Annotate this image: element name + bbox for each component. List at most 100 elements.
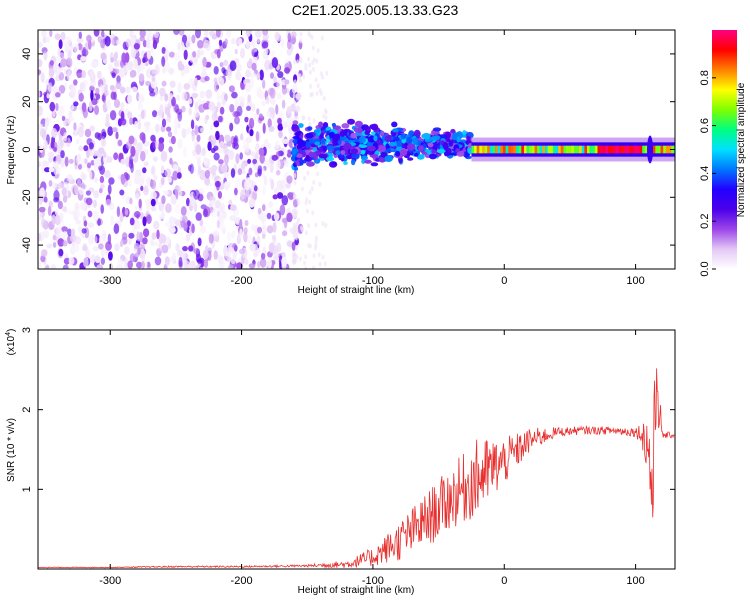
heatmap-cell: [154, 256, 162, 266]
heatmap-cell: [176, 172, 182, 179]
heatmap-cell: [375, 150, 380, 155]
heatmap-cell: [227, 264, 234, 269]
heatmap-cell: [109, 262, 113, 269]
heatmap-cell: [224, 134, 231, 142]
heatmap-cell: [48, 180, 53, 187]
heatmap-cell: [295, 227, 299, 233]
heatmap-cell: [652, 145, 656, 154]
heatmap-cell: [282, 120, 287, 129]
heatmap-cell: [98, 188, 103, 194]
heatmap-cell: [161, 244, 169, 254]
x-tick-label: -200: [231, 275, 253, 287]
heatmap-cell: [166, 117, 172, 123]
heatmap-cell: [151, 232, 157, 240]
heatmap-cell: [215, 130, 220, 141]
heatmap-cell: [60, 158, 65, 168]
heatmap-cell: [312, 118, 316, 124]
heatmap-cell: [257, 207, 262, 215]
heatmap-cell: [239, 228, 243, 239]
heatmap-cell: [223, 171, 229, 179]
heatmap-cell: [425, 149, 431, 153]
heatmap-cell: [247, 60, 252, 68]
heatmap-cell: [52, 235, 57, 241]
heatmap-cell: [277, 123, 284, 132]
heatmap-cell: [70, 104, 75, 111]
heatmap-cell: [196, 258, 203, 264]
heatmap-cell: [492, 145, 496, 154]
heatmap-cell: [81, 203, 88, 210]
heatmap-cell: [310, 34, 314, 40]
heatmap-cell: [160, 165, 165, 174]
heatmap-cell: [284, 79, 290, 85]
heatmap-cell: [360, 149, 366, 155]
heatmap-cell: [275, 169, 281, 176]
heatmap-cell: [178, 30, 185, 36]
heatmap-cell: [119, 240, 124, 248]
heatmap-cell: [100, 204, 104, 214]
heatmap-cell: [151, 69, 158, 75]
heatmap-cell: [257, 226, 262, 234]
heatmap-cell: [43, 196, 48, 203]
heatmap-cell: [321, 221, 325, 227]
heatmap-cell: [76, 36, 84, 44]
heatmap-cell: [199, 218, 204, 227]
heatmap-cell: [259, 113, 263, 119]
heatmap-cell: [335, 150, 341, 156]
heatmap-cell: [380, 152, 388, 157]
heatmap-cell: [296, 59, 300, 65]
heatmap-cell: [324, 222, 328, 228]
heatmap-cell: [306, 161, 315, 167]
heatmap-cell: [48, 167, 55, 173]
heatmap-cell: [534, 145, 538, 154]
heatmap-cell: [87, 222, 95, 228]
heatmap-cell: [323, 261, 327, 267]
heatmap-cell: [343, 142, 352, 150]
heatmap-cell: [294, 131, 301, 137]
heatmap-cell: [291, 84, 299, 95]
heatmap-cell: [248, 167, 253, 176]
heatmap-cell: [64, 156, 69, 167]
heatmap-cell: [108, 177, 115, 185]
heatmap-cell: [190, 119, 195, 130]
heatmap-cell: [38, 69, 42, 75]
heatmap-cell: [318, 121, 324, 128]
heatmap-cell: [269, 87, 276, 99]
heatmap-cell: [301, 115, 305, 121]
heatmap-cell: [293, 213, 297, 219]
heatmap-cell: [213, 152, 220, 161]
heatmap-cell: [43, 160, 50, 167]
heatmap-cell: [257, 261, 261, 269]
heatmap-cell: [270, 50, 275, 58]
page-title: C2E1.2025.005.13.33.G23: [291, 2, 459, 18]
heatmap-cell: [154, 140, 160, 150]
heatmap-cell: [58, 39, 63, 50]
heatmap-cell: [229, 60, 237, 71]
heatmap-cell: [174, 116, 179, 127]
heatmap-cell: [73, 101, 79, 107]
heatmap-cell: [505, 145, 509, 154]
heatmap-cell: [122, 232, 128, 241]
heatmap-cell: [238, 248, 246, 255]
heatmap-cell: [319, 71, 323, 77]
heatmap-cell: [224, 154, 229, 165]
heatmap-cell: [432, 127, 442, 132]
heatmap-cell: [230, 204, 237, 211]
heatmap-cell: [314, 77, 318, 83]
heatmap-cell: [495, 145, 498, 154]
heatmap-cell: [291, 241, 296, 251]
heatmap-cell: [100, 52, 107, 60]
heatmap-cell: [286, 240, 293, 247]
heatmap-cell: [224, 181, 228, 187]
heatmap-cell: [370, 162, 379, 167]
heatmap-cell: [129, 30, 134, 39]
heatmap-cell: [54, 33, 61, 40]
heatmap-cell: [272, 194, 278, 200]
heatmap-cell: [174, 203, 180, 214]
heatmap-cell: [315, 91, 319, 96]
heatmap-cell: [161, 195, 166, 205]
heatmap-cell: [314, 141, 321, 146]
heatmap-cell: [93, 177, 98, 183]
heatmap-cell: [251, 62, 257, 71]
heatmap-cell: [489, 145, 493, 154]
heatmap-cell: [132, 224, 136, 235]
